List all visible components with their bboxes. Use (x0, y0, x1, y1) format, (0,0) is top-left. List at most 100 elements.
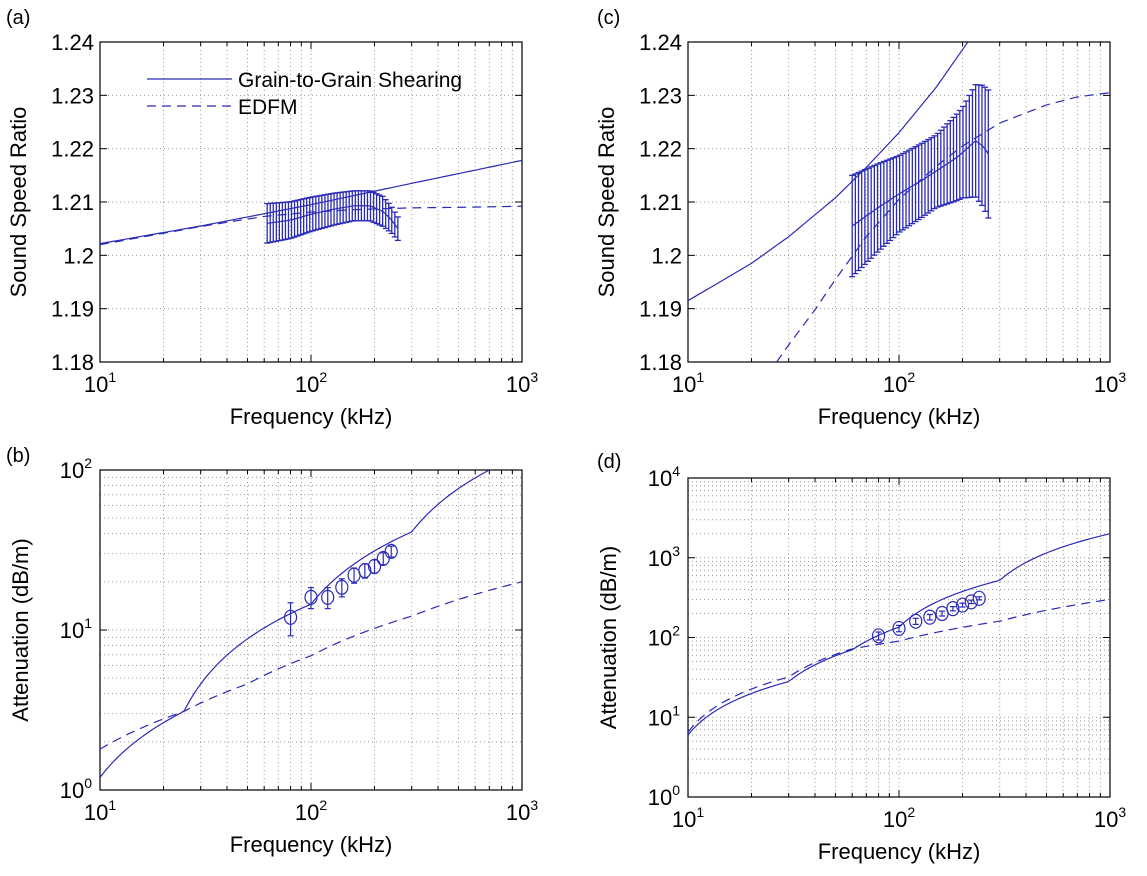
measured-mean-line (267, 205, 399, 230)
y-tick-label-base: 10 (648, 785, 672, 810)
x-axis-label: Frequency (kHz) (818, 404, 981, 429)
panel-letter: (b) (6, 445, 30, 467)
data-point (909, 613, 923, 629)
data-point (946, 601, 960, 617)
x-tick-label-base: 10 (84, 800, 108, 825)
grid (100, 470, 522, 790)
x-tick-label-exp: 1 (696, 804, 704, 820)
x-tick-label-exp: 3 (1118, 804, 1126, 820)
x-axis-label: Frequency (kHz) (230, 832, 393, 857)
x-tick-label-base: 10 (506, 800, 530, 825)
data-layer (100, 159, 522, 246)
y-tick-label-exp: 0 (84, 775, 92, 791)
ticks (99, 41, 523, 363)
plot-frame (687, 477, 1111, 798)
x-tick-label-base: 10 (672, 807, 696, 832)
y-axis-label: Attenuation (dB/m) (8, 538, 33, 721)
data-point (283, 609, 298, 625)
measured-points (871, 590, 986, 644)
series-edfm-line (100, 205, 522, 246)
series-edfm-line (776, 92, 1110, 362)
x-axis-label: Frequency (kHz) (818, 839, 981, 864)
y-tick-label-base: 10 (60, 618, 84, 643)
grid (688, 478, 1110, 797)
y-tick-label: 102 (648, 623, 680, 651)
y-tick-label-exp: 1 (84, 615, 92, 631)
series-grain-to-grain-shearing-line (100, 470, 490, 778)
y-axis-label: Sound Speed Ratio (6, 107, 31, 298)
ticks (687, 477, 1111, 798)
y-tick-label-base: 10 (60, 458, 84, 483)
x-tick-label-exp: 1 (108, 369, 116, 385)
series-grain-to-grain-shearing-line (688, 42, 969, 302)
measured-points (283, 543, 398, 637)
x-tick-label: 102 (883, 369, 915, 397)
y-tick-label: 1.21 (639, 190, 682, 215)
x-tick-label: 102 (295, 797, 327, 825)
x-tick-label-exp: 3 (530, 369, 538, 385)
data-point (358, 563, 372, 579)
data-point (964, 594, 978, 610)
ticks (99, 469, 523, 791)
x-tick-label-exp: 3 (1118, 369, 1126, 385)
y-tick-label: 102 (60, 455, 92, 483)
y-tick-label: 103 (648, 543, 680, 571)
x-tick-label-base: 10 (295, 372, 319, 397)
y-tick-label-exp: 2 (672, 623, 680, 639)
y-tick-label-exp: 0 (672, 782, 680, 798)
data-point (892, 620, 906, 637)
data-layer (100, 470, 522, 778)
x-tick-label: 101 (672, 369, 704, 397)
series-edfm-line (100, 581, 522, 750)
panel-letter: (d) (597, 451, 621, 473)
x-tick-label: 101 (672, 804, 704, 832)
data-point (923, 609, 937, 625)
panel-letter: (a) (6, 7, 30, 29)
y-tick-label: 1.23 (639, 83, 682, 108)
y-tick-label: 1.18 (639, 350, 682, 375)
y-tick-label: 1.24 (51, 30, 94, 55)
data-point (955, 597, 970, 613)
data-layer (688, 533, 1110, 736)
ticks (687, 41, 1111, 363)
errorbar-group (264, 190, 401, 244)
x-tick-label: 103 (1094, 369, 1126, 397)
x-tick-label: 102 (295, 369, 327, 397)
x-tick-label-exp: 2 (907, 804, 915, 820)
x-tick-label: 101 (84, 797, 116, 825)
data-layer (688, 42, 1110, 362)
y-tick-label: 1.21 (51, 190, 94, 215)
data-point (304, 589, 318, 605)
data-point (871, 628, 886, 644)
x-tick-label-exp: 1 (108, 797, 116, 813)
y-tick-label: 100 (648, 782, 680, 810)
y-tick-label: 1.22 (51, 137, 94, 162)
data-point (335, 579, 349, 595)
series-edfm-line (688, 598, 1110, 733)
y-tick-label: 104 (648, 463, 680, 491)
panel-c: (c)101 102 1031.181.191.21.211.221.231.24F… (594, 7, 1126, 429)
measured-mean-line (851, 140, 989, 227)
y-tick-label-base: 10 (648, 466, 672, 491)
grid (688, 42, 1110, 362)
panel-letter: (c) (597, 7, 620, 29)
y-tick-label: 1.23 (51, 83, 94, 108)
y-tick-label-base: 10 (60, 778, 84, 803)
x-tick-label: 101 (84, 369, 116, 397)
x-tick-label-exp: 2 (319, 369, 327, 385)
legend-label-edfm: EDFM (238, 96, 298, 119)
x-tick-label-exp: 2 (319, 797, 327, 813)
y-tick-label: 1.19 (51, 297, 94, 322)
y-tick-label: 1.22 (639, 137, 682, 162)
x-tick-label-base: 10 (883, 372, 907, 397)
x-tick-label-base: 10 (672, 372, 696, 397)
y-tick-label-exp: 1 (672, 702, 680, 718)
data-point (384, 543, 398, 559)
legend-label-grain-to-grain-shearing: Grain-to-Grain Shearing (238, 69, 462, 92)
y-tick-label: 1.2 (651, 243, 682, 268)
y-tick-label: 1.19 (639, 297, 682, 322)
panel-a: (a)101 102 1031.181.191.21.211.221.231.24F… (6, 7, 538, 429)
y-tick-label-exp: 3 (672, 543, 680, 559)
series-grain-to-grain-shearing-line (100, 159, 522, 245)
